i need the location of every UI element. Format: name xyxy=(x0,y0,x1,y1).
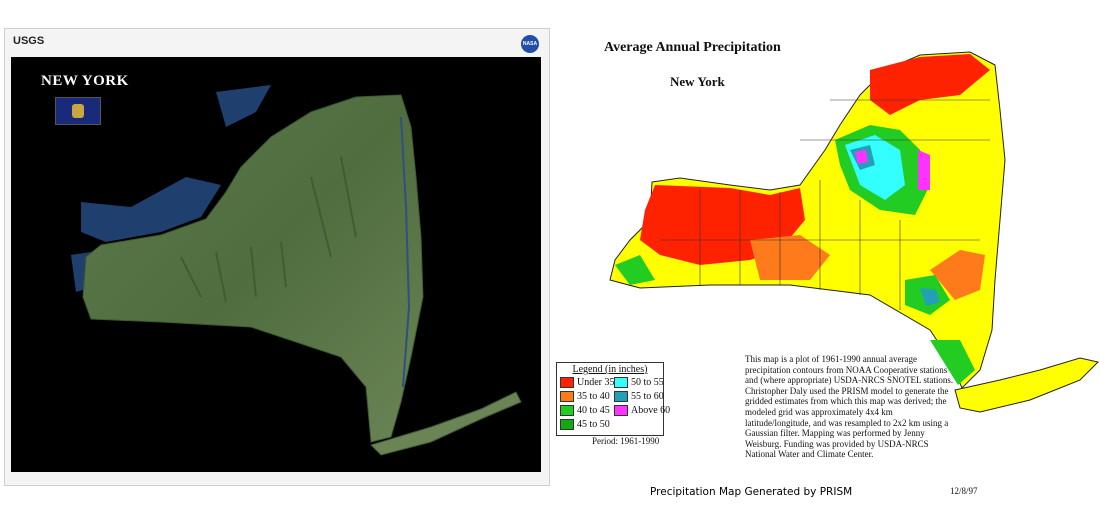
legend-item-40-to-45: 40 to 45 xyxy=(560,405,610,417)
legend-swatch xyxy=(560,405,574,417)
satellite-map-panel: USGS NASA NEW YORK xyxy=(4,28,550,486)
precipitation-map-title: Average Annual Precipitation xyxy=(604,40,781,55)
legend-item-above-60: Above 60 xyxy=(614,405,670,417)
footer-credit: Precipitation Map Generated by PRISM xyxy=(650,486,853,498)
satellite-image: NEW YORK xyxy=(11,57,541,472)
satellite-new-york-shape xyxy=(71,85,522,456)
legend-item-50-to-55: 50 to 55 xyxy=(614,377,664,389)
period-label: Period: 1961-1990 xyxy=(592,436,660,446)
legend-swatch xyxy=(614,391,628,403)
legend-item-under-35: Under 35 xyxy=(560,377,615,389)
map-description: This map is a plot of 1961-1990 annual a… xyxy=(745,354,954,460)
legend-swatch xyxy=(560,419,574,431)
legend-title: Legend (in inches) xyxy=(572,364,648,375)
legend-swatch xyxy=(614,405,628,417)
legend-item-35-to-40: 35 to 40 xyxy=(560,391,610,403)
legend-item-45-to-50: 45 to 50 xyxy=(560,419,610,431)
nasa-logo: NASA xyxy=(521,35,539,53)
precipitation-map-subtitle: New York xyxy=(670,74,725,89)
legend-swatch xyxy=(560,391,574,403)
map-date: 12/8/97 xyxy=(950,486,978,496)
legend-swatch xyxy=(614,377,628,389)
new-york-flag-icon xyxy=(55,97,101,125)
legend-item-55-to-60: 55 to 60 xyxy=(614,391,664,403)
precipitation-map xyxy=(609,51,1099,413)
usgs-logo: USGS xyxy=(13,35,45,47)
satellite-map-title: NEW YORK xyxy=(41,73,129,89)
legend-swatch xyxy=(560,377,574,389)
precipitation-legend: Legend (in inches) Under 35 35 to 40 40 … xyxy=(556,362,670,436)
